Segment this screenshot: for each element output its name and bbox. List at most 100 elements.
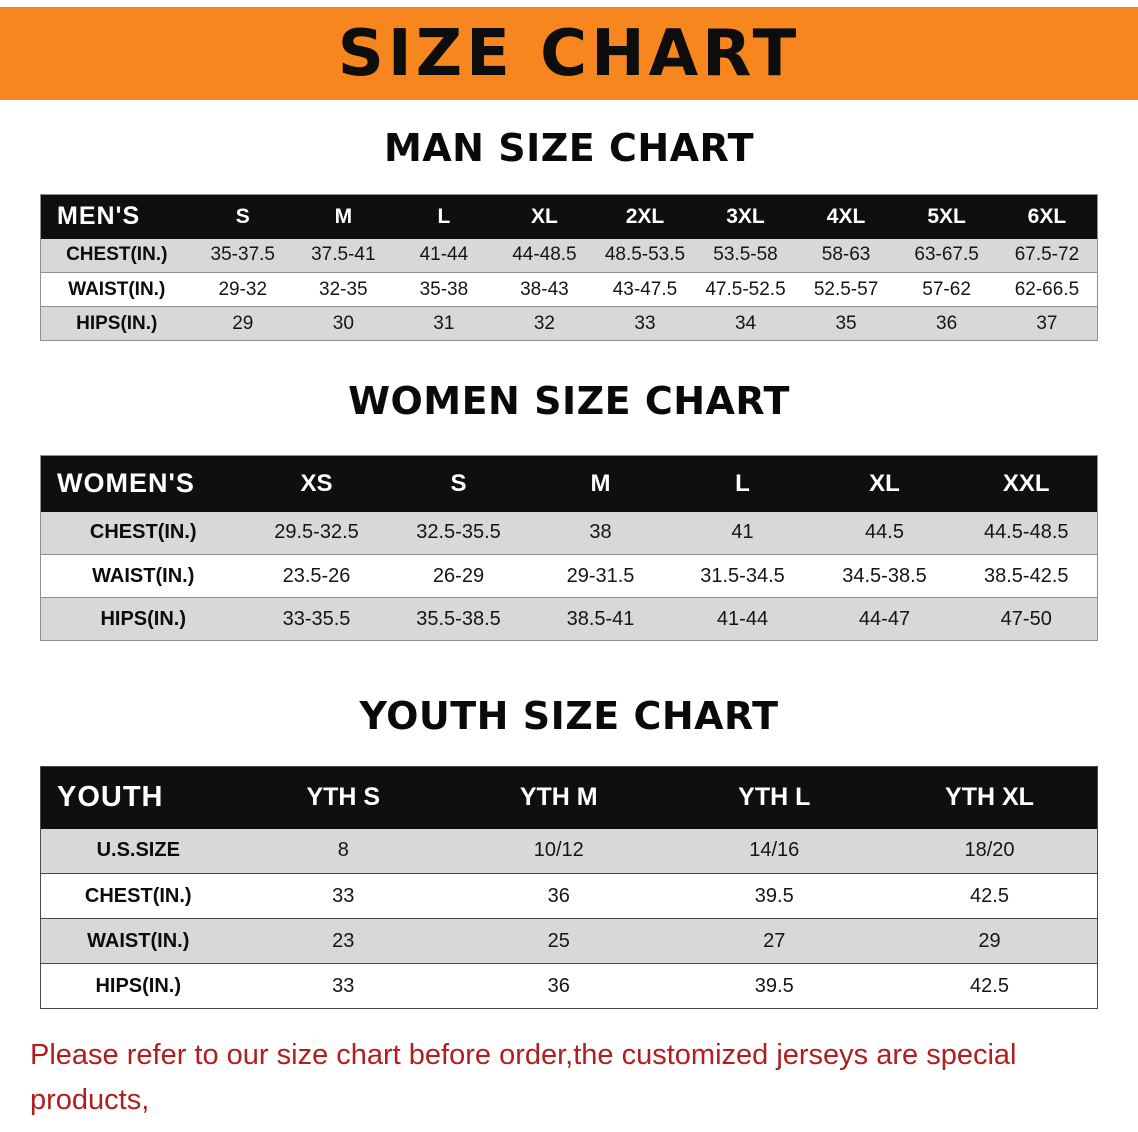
row-label-cell: HIPS(IN.) xyxy=(76,312,158,334)
table-row: CHEST(IN.) 33 36 39.5 42.5 xyxy=(40,873,1098,919)
table-header-row: MEN'S S M L XL 2XL 3XL 4XL 5XL 6XL xyxy=(40,194,1098,239)
value-cell: 33 xyxy=(332,884,355,907)
section-men: MAN SIZE CHART MEN'S S M L XL 2XL 3XL 4XL 5XL 6XL… xyxy=(0,126,1138,341)
value-cell: 29 xyxy=(232,312,254,334)
value-cell: 29-31.5 xyxy=(566,564,635,587)
value-cell: 41-44 xyxy=(419,244,469,266)
size-chart-page: SIZE CHART MAN SIZE CHART MEN'S S M L XL 2XL 3… xyxy=(0,7,1138,1132)
table-row: CHEST(IN.) 35-37.5 37.5-41 41-44 44-48.5 48.5… xyxy=(40,238,1098,273)
value-cell: 32 xyxy=(533,312,555,334)
section-youth: YOUTH SIZE CHART YOUTH YTH S YTH M YTH L YTH… xyxy=(0,694,1138,1009)
value-cell: 39.5 xyxy=(754,974,794,997)
size-header-cell: M xyxy=(293,194,394,239)
value-cell: 57-62 xyxy=(922,278,971,300)
size-header-cell: S xyxy=(192,194,294,239)
size-header-cell: YTH S xyxy=(235,766,451,829)
size-header-cell: YTH XL xyxy=(882,766,1098,829)
value-cell: 39.5 xyxy=(754,884,794,907)
table-row: HIPS(IN.) 33 36 39.5 42.5 xyxy=(40,963,1098,1009)
row-label-cell: WAIST(IN.) xyxy=(87,929,190,952)
value-cell: 43-47.5 xyxy=(612,278,678,300)
value-cell: 30 xyxy=(332,312,354,334)
value-cell: 58-63 xyxy=(821,244,871,266)
men-section-heading: MAN SIZE CHART xyxy=(383,126,755,170)
value-cell: 31.5-34.5 xyxy=(700,564,785,587)
table-row: U.S.SIZE 8 10/12 14/16 18/20 xyxy=(40,828,1098,874)
value-cell: 37.5-41 xyxy=(311,244,376,266)
value-cell: 33 xyxy=(634,312,656,334)
value-cell: 62-66.5 xyxy=(1014,278,1080,300)
row-label-cell: WAIST(IN.) xyxy=(92,564,195,587)
table-title-cell: WOMEN'S xyxy=(40,455,246,512)
value-cell: 29.5-32.5 xyxy=(274,521,359,544)
value-cell: 37 xyxy=(1036,312,1058,334)
value-cell: 35-37.5 xyxy=(210,244,275,266)
table-title-cell: YOUTH xyxy=(40,766,236,829)
value-cell: 38 xyxy=(589,521,612,544)
value-cell: 29 xyxy=(978,929,1001,952)
size-header-cell: 3XL xyxy=(695,194,796,239)
value-cell: 44-48.5 xyxy=(512,244,577,266)
table-row: HIPS(IN.) 33-35.5 35.5-38.5 38.5-41 41-44 44-… xyxy=(40,597,1098,641)
row-label-cell: WAIST(IN.) xyxy=(68,278,166,300)
size-header-cell: 6XL xyxy=(996,194,1098,239)
value-cell: 31 xyxy=(433,312,455,334)
value-cell: 41-44 xyxy=(716,607,769,630)
table-row: WAIST(IN.) 23.5-26 26-29 29-31.5 31.5-34.5 34… xyxy=(40,554,1098,598)
table-header-row: WOMEN'S XS S M L XL XXL xyxy=(40,455,1098,512)
value-cell: 32.5-35.5 xyxy=(416,521,501,544)
notice-line-2: we don't accept cancel, change, teturn o… xyxy=(30,1123,1108,1132)
value-cell: 27 xyxy=(763,929,786,952)
table-row: CHEST(IN.) 29.5-32.5 32.5-35.5 38 41 44.5 44.5… xyxy=(40,511,1098,555)
youth-section-heading: YOUTH SIZE CHART xyxy=(359,694,779,738)
size-header-cell: YTH M xyxy=(451,766,667,829)
value-cell: 10/12 xyxy=(533,839,584,862)
value-cell: 63-67.5 xyxy=(914,244,979,266)
size-header-cell: 5XL xyxy=(896,194,997,239)
value-cell: 42.5 xyxy=(970,974,1009,997)
value-cell: 41 xyxy=(731,521,754,544)
value-cell: 47-50 xyxy=(1000,607,1052,630)
row-label-cell: CHEST(IN.) xyxy=(66,244,168,266)
value-cell: 48.5-53.5 xyxy=(604,244,686,266)
size-header-cell: XS xyxy=(245,455,388,512)
page-title: SIZE CHART xyxy=(337,16,801,91)
table-header-row: YOUTH YTH S YTH M YTH L YTH XL xyxy=(40,766,1098,829)
value-cell: 52.5-57 xyxy=(813,278,879,300)
size-header-cell: L xyxy=(671,455,814,512)
value-cell: 35.5-38.5 xyxy=(416,607,501,630)
size-header-cell: S xyxy=(387,455,530,512)
banner: SIZE CHART xyxy=(0,7,1138,100)
value-cell: 38.5-42.5 xyxy=(983,564,1069,587)
size-header-cell: L xyxy=(393,194,495,239)
section-women: WOMEN SIZE CHART WOMEN'S XS S M L XL XXL CHEST(… xyxy=(0,379,1138,641)
table-title-cell: MEN'S xyxy=(40,194,193,239)
value-cell: 36 xyxy=(547,974,570,997)
size-header-cell: XL xyxy=(813,455,956,512)
table-row: HIPS(IN.) 29 30 31 32 33 34 35 36 37 xyxy=(40,306,1098,341)
size-header-cell: YTH L xyxy=(666,766,882,829)
value-cell: 18/20 xyxy=(964,839,1015,862)
value-cell: 26-29 xyxy=(432,564,485,587)
value-cell: 8 xyxy=(337,839,349,862)
size-header-cell: M xyxy=(529,455,672,512)
value-cell: 35-38 xyxy=(419,278,469,300)
notice-line-1: Please refer to our size chart before or… xyxy=(30,1039,1017,1116)
value-cell: 38.5-41 xyxy=(566,607,635,630)
row-label-cell: U.S.SIZE xyxy=(96,839,180,862)
value-cell: 33 xyxy=(332,974,355,997)
value-cell: 34 xyxy=(734,312,757,334)
value-cell: 23 xyxy=(332,929,355,952)
value-cell: 36 xyxy=(547,884,570,907)
value-cell: 44.5 xyxy=(865,521,904,544)
value-cell: 44.5-48.5 xyxy=(983,521,1069,544)
women-size-table: WOMEN'S XS S M L XL XXL CHEST(IN.) 29.5-32.5 32.5… xyxy=(40,455,1098,641)
size-header-cell: XXL xyxy=(955,455,1098,512)
value-cell: 32-35 xyxy=(319,278,368,300)
value-cell: 35 xyxy=(835,312,857,334)
value-cell: 25 xyxy=(547,929,570,952)
value-cell: 23.5-26 xyxy=(282,564,351,587)
row-label-cell: CHEST(IN.) xyxy=(84,884,192,907)
value-cell: 14/16 xyxy=(749,839,800,862)
value-cell: 42.5 xyxy=(970,884,1009,907)
